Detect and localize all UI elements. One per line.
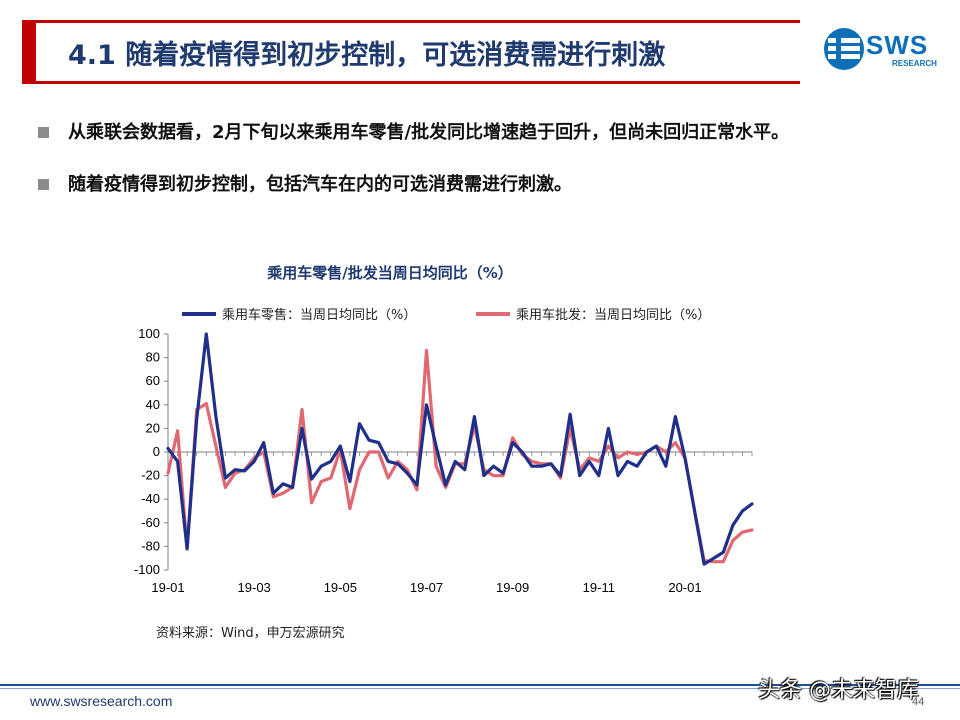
chart-title: 乘用车零售/批发当周日均同比（%） <box>266 264 513 282</box>
slide-title: 4.1 随着疫情得到初步控制，可选消费需进行刺激 <box>68 40 666 71</box>
y-tick-label: 40 <box>146 397 160 412</box>
x-tick-label: 19-01 <box>151 580 184 595</box>
y-tick-label: -60 <box>141 515 160 530</box>
x-tick-label: 20-01 <box>668 580 701 595</box>
x-tick-label: 19-05 <box>324 580 357 595</box>
y-tick-label: 0 <box>153 444 160 459</box>
y-tick-label: -80 <box>141 538 160 553</box>
y-tick-label: 20 <box>146 420 160 435</box>
page-number: 44 <box>912 696 925 708</box>
y-tick-label: 60 <box>146 373 160 388</box>
bullet-text: 从乘联会数据看，2月下旬以来乘用车零售/批发同比增速趋于回升，但尚未回归正常水平… <box>68 122 790 143</box>
y-tick-label: 80 <box>146 350 160 365</box>
footer-divider <box>0 684 960 686</box>
yoy-line-chart: 乘用车零售/批发当周日均同比（%） 乘用车零售：当周日均同比（%） 乘用车批发：当周… <box>134 264 754 595</box>
title-box: 4.1 随着疫情得到初步控制，可选消费需进行刺激 <box>22 20 800 84</box>
sws-logo: SWS RESEARCH <box>822 26 942 76</box>
bullet-item: 随着疫情得到初步控制，包括汽车在内的可选消费需进行刺激。 <box>38 170 938 222</box>
legend-label: 乘用车零售：当周日均同比（%） <box>222 307 416 323</box>
footer-url: www.swsresearch.com <box>30 693 173 709</box>
bullet-item: 从乘联会数据看，2月下旬以来乘用车零售/批发同比增速趋于回升，但尚未回归正常水平… <box>38 118 938 170</box>
y-tick-label: 100 <box>138 326 160 341</box>
chart-source: 资料来源：Wind，申万宏源研究 <box>156 626 345 641</box>
bullet-square-icon <box>38 179 49 190</box>
title-accent-bar <box>22 23 36 81</box>
x-tick-label: 19-09 <box>496 580 529 595</box>
bullet-text: 随着疫情得到初步控制，包括汽车在内的可选消费需进行刺激。 <box>68 174 572 195</box>
bullet-list: 从乘联会数据看，2月下旬以来乘用车零售/批发同比增速趋于回升，但尚未回归正常水平… <box>38 118 938 222</box>
watermark: 头条 @未来智库 <box>758 678 919 703</box>
y-tick-label: -20 <box>141 468 160 483</box>
bullet-square-icon <box>38 127 49 138</box>
x-tick-label: 19-11 <box>583 580 615 595</box>
logo-text: SWS <box>866 30 929 60</box>
logo-subtext: RESEARCH <box>892 59 937 68</box>
x-tick-label: 19-07 <box>410 580 443 595</box>
footer-divider-thin <box>0 688 960 689</box>
y-tick-label: -100 <box>134 562 160 577</box>
y-tick-label: -40 <box>141 491 160 506</box>
series-line <box>166 332 754 566</box>
legend-label: 乘用车批发：当周日均同比（%） <box>516 307 710 323</box>
x-tick-label: 19-03 <box>238 580 271 595</box>
logo-mark-icon <box>824 28 864 70</box>
